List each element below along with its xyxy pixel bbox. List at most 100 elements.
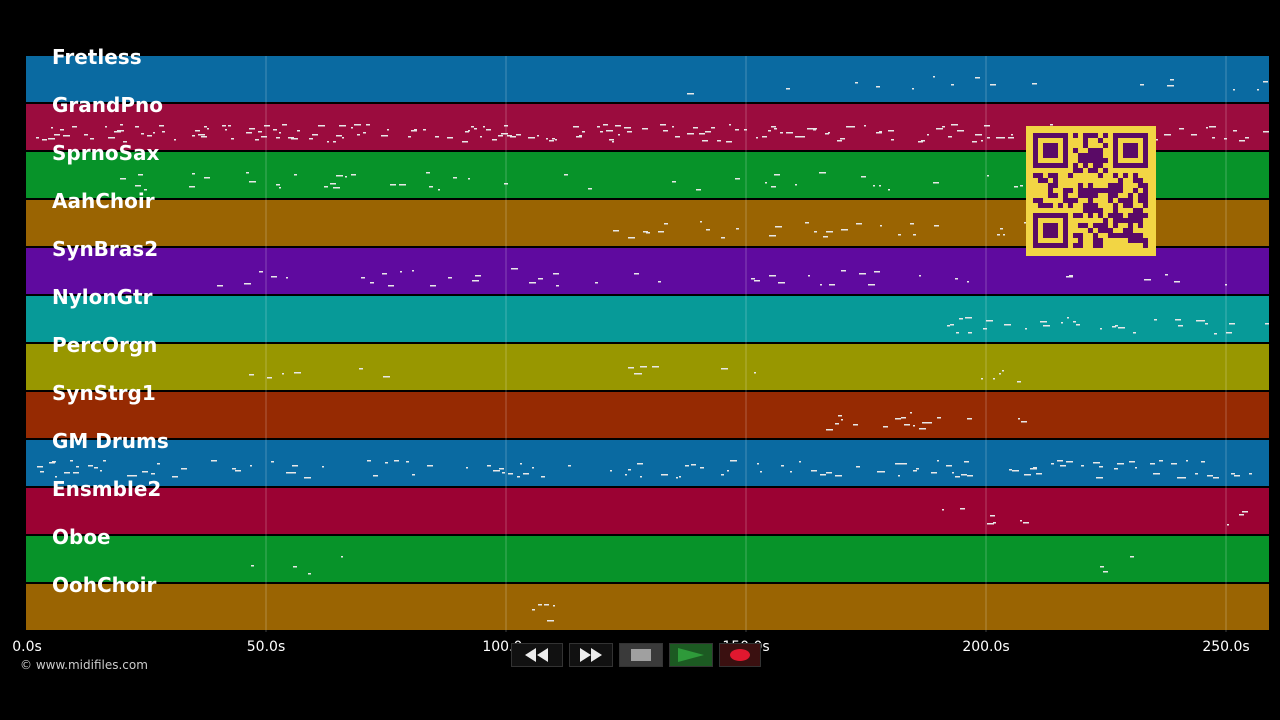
note-mark: [487, 465, 491, 467]
fast-forward-button[interactable]: [569, 643, 613, 667]
note-mark: [756, 137, 758, 139]
note-mark: [879, 185, 881, 187]
note-mark: [474, 128, 477, 130]
note-mark: [211, 460, 217, 462]
qr-module: [1093, 148, 1098, 153]
qr-module: [1083, 203, 1088, 208]
qr-module: [1078, 223, 1083, 228]
qr-module: [1033, 198, 1038, 203]
note-mark: [249, 128, 255, 130]
rewind-button[interactable]: [511, 643, 563, 667]
note-mark: [42, 139, 47, 141]
track-label-ensmble2: Ensmble2: [52, 477, 162, 501]
note-mark: [1032, 83, 1037, 85]
qr-module: [1093, 193, 1098, 198]
note-mark: [660, 124, 666, 126]
note-mark: [1066, 461, 1073, 463]
note-mark: [1144, 279, 1151, 281]
note-mark: [327, 141, 329, 143]
qr-module: [1078, 168, 1083, 173]
note-mark: [951, 124, 958, 126]
note-mark: [1154, 319, 1157, 321]
note-mark: [786, 88, 790, 90]
qr-module: [1098, 173, 1103, 178]
note-mark: [228, 125, 231, 127]
note-mark: [835, 475, 842, 477]
note-mark: [142, 471, 148, 473]
play-button[interactable]: [669, 643, 713, 667]
note-mark: [859, 273, 866, 275]
note-mark: [769, 275, 776, 277]
note-mark: [359, 368, 363, 370]
note-mark: [532, 609, 535, 611]
qr-module: [1093, 223, 1098, 228]
track-notes: [532, 604, 555, 622]
qr-module: [1088, 153, 1093, 158]
note-mark: [1214, 333, 1217, 335]
qr-code[interactable]: [1026, 126, 1156, 256]
track-notes: [947, 317, 1269, 335]
note-mark: [117, 130, 124, 132]
note-mark: [921, 140, 925, 142]
note-mark: [658, 231, 664, 233]
qr-module: [1088, 168, 1093, 173]
note-mark: [727, 470, 729, 472]
note-mark: [664, 223, 668, 225]
qr-module: [1118, 218, 1123, 223]
note-mark: [475, 275, 481, 277]
note-mark: [826, 429, 833, 431]
stop-button[interactable]: [619, 643, 663, 667]
qr-module: [1098, 208, 1103, 213]
qr-module: [1083, 193, 1088, 198]
qr-module: [1093, 168, 1098, 173]
note-mark: [363, 132, 366, 134]
note-mark: [661, 474, 668, 476]
note-mark: [235, 470, 241, 472]
note-mark: [895, 463, 902, 465]
note-mark: [901, 463, 907, 465]
note-mark: [273, 129, 277, 131]
note-mark: [993, 378, 995, 380]
note-mark: [1257, 89, 1259, 91]
note-mark: [711, 127, 715, 129]
note-mark: [153, 132, 155, 134]
note-mark: [837, 140, 842, 142]
qr-module: [1128, 213, 1133, 218]
note-mark: [676, 477, 678, 479]
note-mark: [916, 468, 919, 470]
qr-module: [1093, 243, 1098, 248]
note-mark: [282, 373, 284, 375]
note-mark: [627, 131, 632, 133]
qr-module: [1073, 233, 1078, 238]
note-mark: [999, 137, 1005, 139]
qr-module: [1068, 198, 1073, 203]
qr-module: [1143, 188, 1148, 193]
qr-module: [1093, 203, 1098, 208]
qr-module: [1083, 188, 1088, 193]
qr-module: [1078, 243, 1083, 248]
note-mark: [493, 470, 500, 472]
note-mark: [873, 185, 875, 187]
note-mark: [968, 332, 972, 334]
note-mark: [840, 138, 845, 140]
note-mark: [100, 470, 102, 472]
qr-module: [1143, 193, 1148, 198]
note-mark: [568, 465, 571, 467]
note-mark: [781, 465, 784, 467]
note-mark: [841, 229, 848, 231]
note-mark: [931, 472, 937, 474]
note-mark: [1224, 138, 1227, 140]
track-label-synstrg1: SynStrg1: [52, 381, 156, 405]
note-mark: [942, 126, 945, 128]
qr-module: [1078, 188, 1083, 193]
qr-module: [1113, 233, 1118, 238]
note-mark: [705, 131, 711, 133]
qr-module: [1108, 193, 1113, 198]
track-label-percorgn: PercOrgn: [52, 333, 158, 357]
qr-module: [1078, 238, 1083, 243]
note-mark: [774, 174, 780, 176]
qr-module: [1103, 143, 1108, 148]
note-mark: [553, 273, 559, 275]
note-mark: [465, 131, 469, 133]
record-button[interactable]: [719, 643, 761, 667]
